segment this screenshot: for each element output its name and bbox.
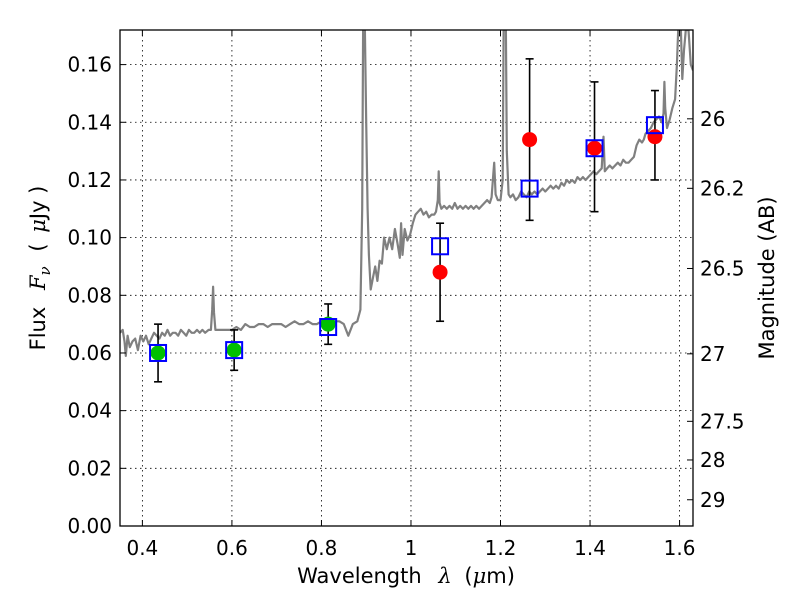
observed-point <box>150 345 166 361</box>
x-tick-label: 1.6 <box>664 536 696 560</box>
observed-point <box>587 140 603 156</box>
y-axis-unit-open: ( <box>26 243 50 251</box>
y-tick-label: 0.00 <box>67 514 112 538</box>
y2-tick-label: 27.5 <box>700 409 745 433</box>
y-tick-label: 0.08 <box>67 283 112 307</box>
grid <box>120 30 693 526</box>
x-tick-label: 1.4 <box>574 536 606 560</box>
x-axis-unit-open: ( <box>464 564 472 588</box>
y-axis-unit-mu: μ <box>26 219 50 233</box>
y-axis-subscript: ν <box>36 266 54 275</box>
y-tick-label: 0.12 <box>67 168 112 192</box>
model-spectrum <box>120 30 693 357</box>
model-photometry-square <box>645 116 664 135</box>
x-axis-unit-rest: m) <box>486 564 515 588</box>
model-photometry-square <box>520 179 539 198</box>
model-photometry-square <box>319 318 338 337</box>
x-axis-label-text: Wavelength <box>297 564 422 588</box>
model-photometry-square <box>431 237 450 256</box>
model-spectrum-line <box>120 30 693 357</box>
observed-point <box>647 129 663 145</box>
x-tick-label: 1 <box>405 536 418 560</box>
y2-tick-label: 26.2 <box>700 176 745 200</box>
y-axis-symbol: F <box>26 274 50 291</box>
y-tick-label: 0.04 <box>67 399 112 423</box>
y2-tick-label: 29 <box>700 488 725 512</box>
error-bars <box>154 58 659 383</box>
y-axis-label-text: Flux <box>26 307 50 351</box>
x-axis-symbol: λ <box>437 564 451 588</box>
y-tick-label: 0.14 <box>67 110 112 134</box>
y-tick-label: 0.10 <box>67 226 112 250</box>
model-photometry-square <box>225 341 244 360</box>
observed-point <box>320 316 336 332</box>
y-axis-label: Flux Fν ( μJy ) <box>26 186 55 351</box>
y-tick-label: 0.02 <box>67 456 112 480</box>
y2-tick-label: 27 <box>700 342 725 366</box>
y2-tick-label: 26 <box>700 107 725 131</box>
y-axis-ticks: 0.00 0.02 0.04 0.06 0.08 0.10 0.12 0.14 0.16 <box>67 53 126 538</box>
model-photometry-square <box>585 139 604 158</box>
model-photometry-square <box>149 343 168 362</box>
x-tick-label: 0.4 <box>126 536 158 560</box>
y2-axis-ticks: 26 26.2 26.5 27 27.5 28 29 <box>687 107 745 512</box>
y-tick-label: 0.06 <box>67 341 112 365</box>
y2-tick-label: 28 <box>700 448 725 472</box>
y-axis-unit-rest: Jy ) <box>26 186 50 222</box>
y2-axis-label: Magnitude (AB) <box>755 196 779 359</box>
x-tick-label: 0.6 <box>216 536 248 560</box>
x-axis-label: Wavelength λ (μm) <box>297 564 515 588</box>
model-photometry <box>149 116 664 362</box>
plot-frame <box>119 29 694 527</box>
y2-tick-label: 26.5 <box>700 256 745 280</box>
x-tick-label: 0.8 <box>306 536 338 560</box>
y-tick-label: 0.16 <box>67 53 112 77</box>
x-axis-ticks: 0.4 0.6 0.8 1 1.2 1.4 1.6 <box>126 30 695 560</box>
observed-point <box>432 264 448 280</box>
observed-point <box>522 132 538 148</box>
observed-point <box>226 342 242 358</box>
x-tick-label: 1.2 <box>485 536 517 560</box>
x-axis-unit-mu: μ <box>473 564 487 588</box>
observed-points <box>150 129 663 361</box>
